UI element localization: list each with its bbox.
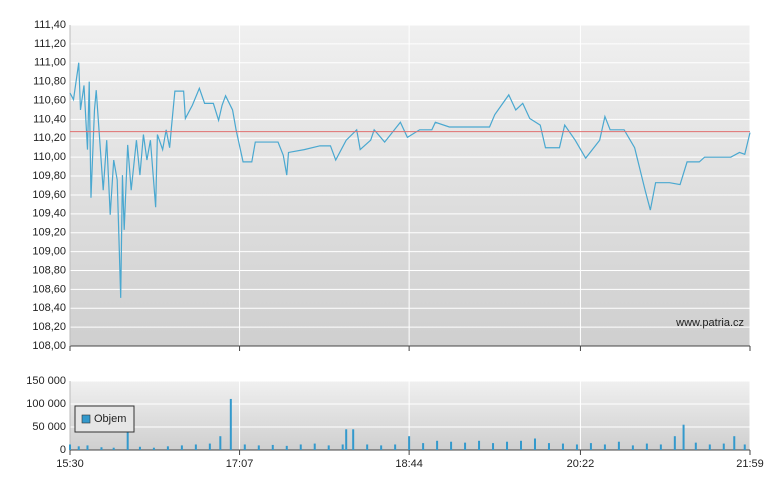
- y-tick-label: 109,00: [32, 245, 66, 257]
- volume-bar: [341, 444, 344, 450]
- y-tick-label: 110,60: [33, 94, 66, 106]
- volume-bar: [112, 447, 115, 450]
- y-tick-label: 150 000: [26, 375, 66, 387]
- y-tick-label: 110,20: [33, 132, 66, 144]
- volume-bar: [271, 444, 274, 450]
- y-tick-label: 110,80: [33, 76, 66, 88]
- y-tick-label: 110,00: [33, 151, 66, 163]
- x-tick-label: 15:30: [56, 458, 84, 470]
- y-tick-label: 110,40: [33, 113, 66, 125]
- source-watermark: www.patria.cz: [675, 317, 744, 329]
- volume-bar: [520, 440, 523, 450]
- y-tick-label: 108,00: [32, 340, 66, 352]
- volume-bar: [575, 444, 578, 450]
- x-tick-label: 17:07: [226, 458, 254, 470]
- volume-bar: [673, 436, 676, 450]
- volume-bar: [708, 444, 711, 450]
- volume-bar: [408, 436, 411, 450]
- volume-bar: [180, 445, 183, 450]
- volume-bar: [589, 443, 592, 450]
- y-tick-label: 50 000: [32, 421, 66, 433]
- volume-bar: [450, 441, 453, 450]
- volume-bar: [327, 445, 330, 450]
- volume-bar: [436, 440, 439, 450]
- volume-bar: [219, 436, 222, 450]
- volume-bar: [694, 442, 697, 450]
- volume-bar: [257, 445, 260, 450]
- volume-bar: [492, 443, 495, 450]
- volume-bar: [138, 446, 141, 450]
- volume-bar: [100, 447, 103, 450]
- legend-swatch: [81, 414, 91, 424]
- price-plot-area: [70, 25, 750, 346]
- volume-bar: [659, 444, 662, 450]
- x-tick-label: 18:44: [395, 458, 423, 470]
- y-tick-label: 109,80: [32, 170, 66, 182]
- volume-bar: [345, 429, 348, 450]
- y-tick-label: 111,40: [34, 19, 66, 31]
- volume-bar: [366, 444, 369, 450]
- volume-bar: [313, 443, 316, 450]
- volume-bar: [394, 444, 397, 450]
- volume-bar: [285, 445, 288, 450]
- volume-bar: [69, 444, 71, 450]
- volume-bar: [194, 444, 197, 450]
- y-tick-label: 109,20: [32, 227, 66, 239]
- volume-bar: [547, 443, 550, 450]
- y-tick-label: 0: [60, 444, 66, 456]
- volume-bar: [352, 429, 355, 450]
- volume-bar: [478, 440, 481, 450]
- y-tick-label: 100 000: [26, 398, 66, 410]
- volume-bar: [299, 444, 302, 450]
- volume-bar: [645, 443, 648, 450]
- volume-bar: [617, 441, 620, 450]
- volume-bar: [506, 441, 509, 450]
- y-tick-label: 109,40: [32, 208, 66, 220]
- y-tick-label: 108,40: [32, 302, 66, 314]
- y-tick-label: 109,60: [32, 189, 66, 201]
- price-line: [69, 62, 751, 298]
- volume-bar: [126, 431, 129, 450]
- volume-bar: [77, 446, 80, 450]
- volume-bar: [152, 447, 155, 450]
- volume-bar: [682, 424, 685, 450]
- volume-bar: [86, 445, 89, 450]
- volume-bar: [603, 444, 606, 450]
- volume-bar: [229, 398, 232, 450]
- volume-bar: [561, 443, 564, 450]
- volume-bar: [743, 444, 746, 450]
- volume-bar: [422, 443, 425, 450]
- volume-bar: [166, 446, 169, 450]
- y-tick-label: 108,60: [32, 283, 66, 295]
- y-tick-label: 108,80: [32, 264, 66, 276]
- y-tick-label: 108,20: [32, 321, 66, 333]
- x-tick-label: 20:22: [567, 458, 595, 470]
- volume-bar: [208, 443, 211, 450]
- x-tick-label: 21:59: [736, 458, 764, 470]
- volume-bar: [464, 442, 467, 450]
- volume-bar: [380, 445, 383, 450]
- volume-bar: [631, 445, 634, 450]
- volume-bar: [733, 436, 736, 450]
- legend-label: Objem: [94, 413, 126, 425]
- volume-bar: [533, 438, 536, 450]
- y-tick-label: 111,20: [34, 38, 66, 50]
- y-tick-label: 111,00: [34, 57, 66, 69]
- volume-bar: [243, 444, 246, 450]
- volume-bar: [722, 443, 725, 450]
